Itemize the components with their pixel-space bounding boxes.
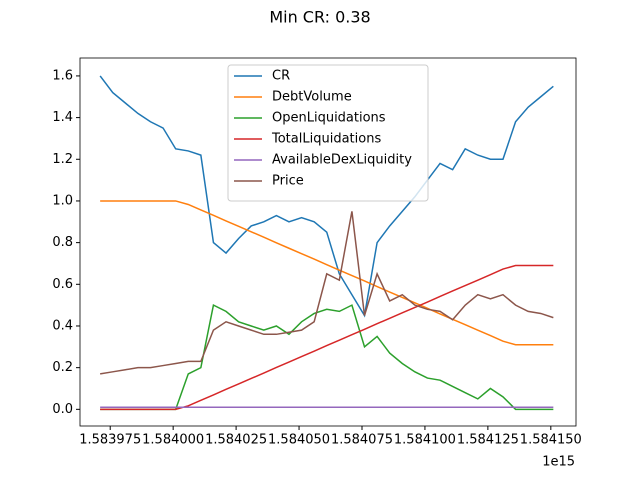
plot-frame [79, 57, 577, 427]
x-tick-label: 1.584025 [205, 433, 267, 448]
legend-label: TotalLiquidations [271, 132, 381, 147]
y-tick-label: 1.2 [52, 152, 73, 167]
series-line [100, 200, 554, 346]
x-tick-label: 1.584150 [520, 433, 582, 448]
legend-label: CR [272, 69, 290, 84]
legend-label: OpenLiquidations [272, 111, 386, 126]
series-line [100, 304, 554, 411]
x-tick-label: 1.584100 [394, 433, 456, 448]
legend-label: AvailableDexLiquidity [272, 153, 412, 168]
y-tick-label: 0.0 [52, 402, 73, 417]
y-tick-label: 1.6 [52, 68, 73, 83]
legend-label: DebtVolume [272, 90, 352, 105]
y-tick-label: 0.2 [52, 360, 73, 375]
y-tick-label: 1.0 [52, 193, 73, 208]
y-tick-label: 0.4 [52, 318, 73, 333]
series-line [100, 264, 554, 411]
x-offset-label: 1e15 [542, 455, 575, 470]
y-tick-label: 1.4 [52, 110, 73, 125]
series-line [100, 211, 554, 375]
x-tick-label: 1.583975 [79, 433, 141, 448]
y-tick-label: 0.6 [52, 277, 73, 292]
legend-label: Price [272, 174, 304, 189]
y-tick-label: 0.8 [52, 235, 73, 250]
series-line [99, 75, 554, 318]
x-tick-label: 1.584050 [268, 433, 330, 448]
x-tick-label: 1.584125 [457, 433, 519, 448]
x-tick-label: 1.584075 [331, 433, 393, 448]
legend-box [227, 64, 429, 202]
x-tick-label: 1.584000 [142, 433, 204, 448]
chart-title: Min CR: 0.38 [269, 8, 370, 27]
